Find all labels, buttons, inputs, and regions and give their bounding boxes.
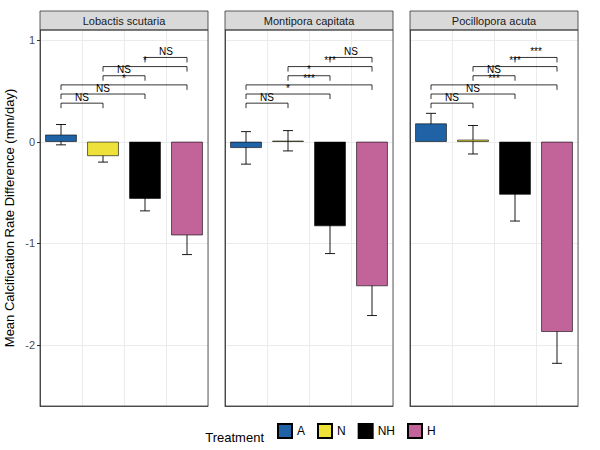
svg-text:NS: NS [445,92,459,103]
svg-text:NS: NS [117,64,131,75]
svg-text:N: N [337,424,346,438]
svg-text:NH: NH [378,424,395,438]
svg-text:NS: NS [344,46,358,57]
svg-text:***: *** [324,55,336,66]
svg-text:*: * [286,83,290,94]
svg-text:NS: NS [466,83,480,94]
svg-text:-1: -1 [25,237,35,249]
svg-text:NS: NS [159,46,173,57]
svg-text:***: *** [530,46,542,57]
svg-text:-2: -2 [25,339,35,351]
svg-text:Montipora capitata: Montipora capitata [264,15,355,27]
svg-text:A: A [297,424,305,438]
svg-text:NS: NS [260,92,274,103]
svg-text:NS: NS [75,92,89,103]
svg-text:NS: NS [487,64,501,75]
svg-text:H: H [427,424,436,438]
svg-text:0: 0 [29,136,35,148]
svg-text:Mean Calcification Rate Differ: Mean Calcification Rate Difference (mm/d… [2,89,17,347]
svg-text:NS: NS [96,83,110,94]
svg-text:***: *** [509,55,521,66]
svg-text:1: 1 [29,34,35,46]
svg-text:Lobactis scutaria: Lobactis scutaria [83,15,166,27]
svg-text:*: * [143,55,147,66]
svg-text:Pocillopora acuta: Pocillopora acuta [452,15,537,27]
svg-text:*: * [307,64,311,75]
svg-text:Treatment: Treatment [205,430,264,445]
